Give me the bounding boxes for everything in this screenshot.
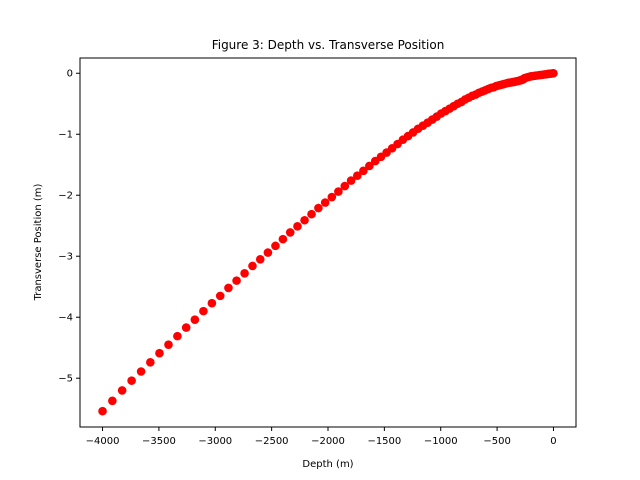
data-point <box>146 358 155 367</box>
data-point <box>320 198 330 207</box>
data-point <box>136 367 146 376</box>
data-point <box>340 181 350 191</box>
y-tick-label: −1 <box>58 130 73 141</box>
data-point <box>207 298 217 308</box>
x-tick-label: −500 <box>483 436 510 447</box>
data-point <box>549 68 558 78</box>
data-point <box>127 376 136 385</box>
data-point <box>232 276 241 285</box>
data-point <box>181 323 191 332</box>
data-point <box>278 234 288 244</box>
data-point <box>334 187 343 196</box>
data-point <box>285 228 295 237</box>
x-tick-label: −3000 <box>198 436 232 447</box>
y-tick-label: 0 <box>67 69 73 80</box>
data-point <box>293 222 302 231</box>
plot-frame <box>79 57 577 428</box>
data-point <box>353 171 362 181</box>
data-point <box>307 209 316 219</box>
x-tick-label: 0 <box>550 436 556 447</box>
data-point <box>359 166 368 176</box>
data-point <box>271 241 280 251</box>
data-point <box>263 248 273 257</box>
y-axis-label: Transverse Position (m) <box>33 184 44 302</box>
data-point <box>190 315 200 324</box>
data-point <box>155 348 164 358</box>
data-point <box>164 340 173 349</box>
data-point <box>346 176 356 185</box>
axis-ticks: −4000 −3500 −3000 −2500 −2000 −1500 −1000 −500 0… <box>58 69 556 447</box>
data-point <box>327 192 337 202</box>
data-point <box>98 406 107 416</box>
data-point <box>108 396 117 406</box>
data-point <box>240 269 249 278</box>
data-point <box>199 306 208 316</box>
y-tick-label: −4 <box>58 313 73 324</box>
y-tick-label: −5 <box>58 374 73 385</box>
x-tick-label: −1500 <box>367 436 401 447</box>
data-point <box>173 331 182 341</box>
x-tick-label: −3500 <box>142 436 176 447</box>
data-points <box>98 68 558 416</box>
data-point <box>255 254 265 264</box>
data-point <box>314 203 323 213</box>
data-point <box>248 261 257 271</box>
y-tick-label: −3 <box>58 252 73 263</box>
data-point <box>365 161 374 171</box>
chart-title: Figure 3: Depth vs. Transverse Position <box>212 38 445 52</box>
x-axis-label: Depth (m) <box>302 459 353 470</box>
x-tick-label: −4000 <box>86 436 120 447</box>
data-point <box>224 283 233 293</box>
data-point <box>215 291 225 301</box>
x-tick-label: −1000 <box>424 436 458 447</box>
x-tick-label: −2500 <box>255 436 289 447</box>
data-point <box>300 215 309 225</box>
x-tick-label: −2000 <box>311 436 345 447</box>
data-point <box>117 386 127 395</box>
y-tick-label: −2 <box>58 191 73 202</box>
